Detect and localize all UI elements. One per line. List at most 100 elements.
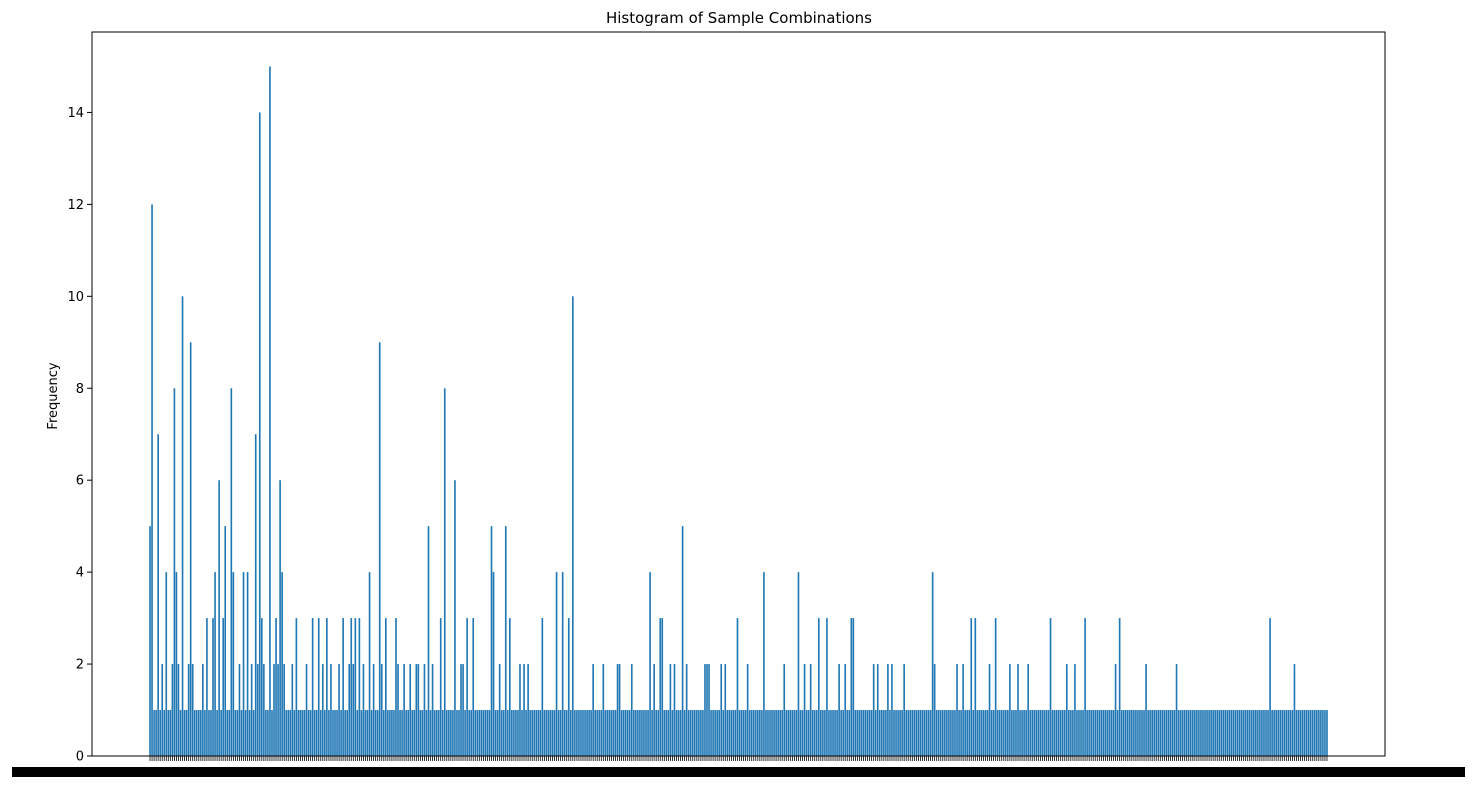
histogram-bar xyxy=(462,664,464,756)
histogram-bar xyxy=(1037,710,1040,756)
histogram-bar xyxy=(728,710,731,756)
histogram-bar xyxy=(1151,710,1153,756)
histogram-bar xyxy=(852,618,855,756)
histogram-bar xyxy=(303,710,306,756)
histogram-bar xyxy=(1039,710,1042,756)
histogram-bar xyxy=(903,664,905,756)
histogram-bar xyxy=(1110,710,1113,756)
histogram-bar xyxy=(1208,710,1210,756)
histogram-bar xyxy=(366,710,369,756)
histogram-bar xyxy=(248,710,251,756)
histogram-bar xyxy=(681,526,684,756)
histogram-bar xyxy=(376,710,379,756)
histogram-bar xyxy=(1230,710,1233,756)
histogram-bar xyxy=(630,664,633,756)
histogram-bar xyxy=(468,710,470,756)
histogram-bar xyxy=(1200,710,1202,756)
histogram-bar xyxy=(151,204,153,756)
histogram-bar xyxy=(431,664,434,756)
histogram-bar xyxy=(586,710,588,756)
histogram-bar xyxy=(1049,618,1052,756)
histogram-bar xyxy=(285,710,288,756)
histogram-bar xyxy=(1220,710,1223,756)
histogram-bar xyxy=(958,710,960,756)
histogram-bar xyxy=(1141,710,1143,756)
histogram-bar xyxy=(492,572,495,756)
histogram-bar xyxy=(872,664,875,756)
histogram-bar xyxy=(559,710,562,756)
histogram-bar xyxy=(641,710,643,756)
histogram-bar xyxy=(197,710,200,756)
histogram-bar xyxy=(716,710,718,756)
histogram-bar xyxy=(271,710,273,756)
histogram-bar xyxy=(661,618,664,756)
histogram-bar xyxy=(1061,710,1064,756)
histogram-bar xyxy=(277,664,279,756)
histogram-bar xyxy=(811,710,814,756)
histogram-bar xyxy=(1084,618,1086,756)
histogram-bar xyxy=(1155,710,1158,756)
histogram-bar xyxy=(799,710,802,756)
histogram-bar xyxy=(1252,710,1255,756)
histogram-bar xyxy=(1179,710,1182,756)
histogram-bar xyxy=(161,664,164,756)
histogram-bar xyxy=(502,710,505,756)
histogram-bar xyxy=(968,710,971,756)
histogram-bar xyxy=(923,710,926,756)
histogram-bar xyxy=(405,710,407,756)
histogram-bar xyxy=(1309,710,1312,756)
histogram-bar xyxy=(364,710,367,756)
histogram-bar xyxy=(246,572,249,756)
histogram-bar xyxy=(1082,710,1084,756)
histogram-bar xyxy=(490,526,493,756)
histogram-bar xyxy=(238,664,241,756)
histogram-bar xyxy=(830,710,832,756)
histogram-bar xyxy=(998,710,1001,756)
histogram-bar xyxy=(700,710,702,756)
histogram-bar xyxy=(1248,710,1251,756)
histogram-bar xyxy=(1137,710,1139,756)
histogram-bar xyxy=(826,618,828,756)
histogram-bar xyxy=(417,664,420,756)
histogram-bar xyxy=(189,342,192,756)
histogram-bar xyxy=(960,710,962,756)
histogram-bar xyxy=(1161,710,1164,756)
histogram-bar xyxy=(1218,710,1221,756)
histogram-bar xyxy=(531,710,533,756)
histogram-bar xyxy=(759,710,761,756)
histogram-bar xyxy=(854,710,857,756)
histogram-bar xyxy=(171,664,174,756)
histogram-bar xyxy=(740,710,743,756)
histogram-bar xyxy=(773,710,775,756)
histogram-bar xyxy=(1242,710,1245,756)
histogram-bar xyxy=(382,710,385,756)
histogram-bar xyxy=(1257,710,1259,756)
histogram-bar xyxy=(876,664,879,756)
histogram-bar xyxy=(669,664,672,756)
histogram-bar xyxy=(1311,710,1314,756)
histogram-bar xyxy=(387,710,389,756)
histogram-bar xyxy=(346,710,349,756)
histogram-bar xyxy=(604,710,607,756)
histogram-bar xyxy=(738,710,741,756)
histogram-bar xyxy=(1041,710,1044,756)
histogram-bar xyxy=(724,664,727,756)
histogram-bar xyxy=(429,710,432,756)
histogram-bar xyxy=(574,710,576,756)
histogram-bar xyxy=(746,664,749,756)
histogram-bar xyxy=(175,572,178,756)
histogram-bar xyxy=(500,710,503,756)
histogram-bar xyxy=(785,710,788,756)
histogram-bar xyxy=(889,710,891,756)
histogram-bar xyxy=(805,710,808,756)
histogram-bar xyxy=(506,710,509,756)
histogram-bar xyxy=(878,710,881,756)
histogram-bar xyxy=(504,526,507,756)
histogram-bar xyxy=(293,710,296,756)
histogram-bar xyxy=(635,710,637,756)
histogram-bar xyxy=(1297,710,1300,756)
histogram-bar xyxy=(732,710,735,756)
histogram-bar xyxy=(191,664,194,756)
histogram-bar xyxy=(403,664,405,756)
histogram-bar xyxy=(1029,710,1032,756)
